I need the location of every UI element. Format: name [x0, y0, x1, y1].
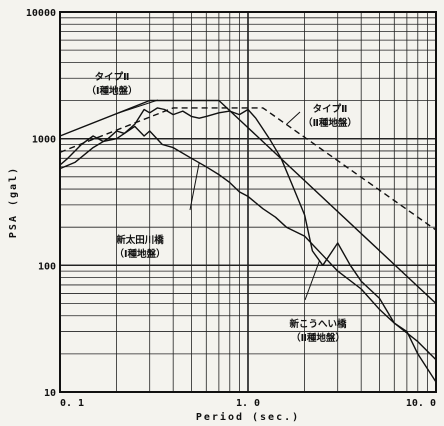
annotation-label-2-0: 新太田川橋	[116, 234, 164, 246]
annotation-label-2-1: （Ⅰ種地盤）	[114, 248, 165, 260]
annotation-label-1-1: （Ⅱ種地盤）	[303, 117, 357, 129]
y-tick-label: 10000	[26, 8, 56, 19]
y-tick-label: 100	[38, 261, 56, 272]
annotation-label-1-0: タイプⅡ	[313, 103, 348, 115]
series-line-2	[59, 125, 437, 361]
y-axis-label: PSA (gal)	[8, 166, 19, 238]
annotation-leader-2	[189, 162, 200, 211]
tick-labels: 10 100 1000 10000 0. 1 1. 0 10. 0	[26, 8, 436, 409]
annotation-leader-3	[304, 260, 320, 301]
x-tick-label: 0. 1	[60, 398, 84, 409]
x-tick-label: 10. 0	[406, 398, 436, 409]
annotation-leader-0	[116, 99, 159, 115]
grid	[59, 11, 437, 393]
y-tick-label: 10	[44, 388, 56, 399]
series-line-1	[59, 107, 437, 231]
annotation-leader-1	[286, 111, 301, 125]
plot-frame	[59, 11, 437, 393]
x-tick-label: 1. 0	[236, 398, 260, 409]
annotation-label-0-0: タイプⅡ	[95, 71, 130, 83]
series-line-3	[59, 107, 437, 383]
y-tick-label: 1000	[32, 135, 56, 146]
annotations-layer: タイプⅡ （Ⅰ種地盤） タイプⅡ （Ⅱ種地盤） 新太田川橋 （Ⅰ種地盤） 新こうへい橋 （Ⅱ種…	[86, 71, 356, 344]
annotation-label-3-0: 新こうへい橋	[289, 318, 347, 330]
series-layer	[59, 99, 437, 383]
annotation-label-3-1: （Ⅱ種地盤）	[291, 332, 345, 344]
x-axis-label: Period (sec.)	[196, 411, 300, 423]
series-line-0	[59, 99, 437, 305]
annotation-label-0-1: （Ⅰ種地盤）	[86, 85, 137, 97]
